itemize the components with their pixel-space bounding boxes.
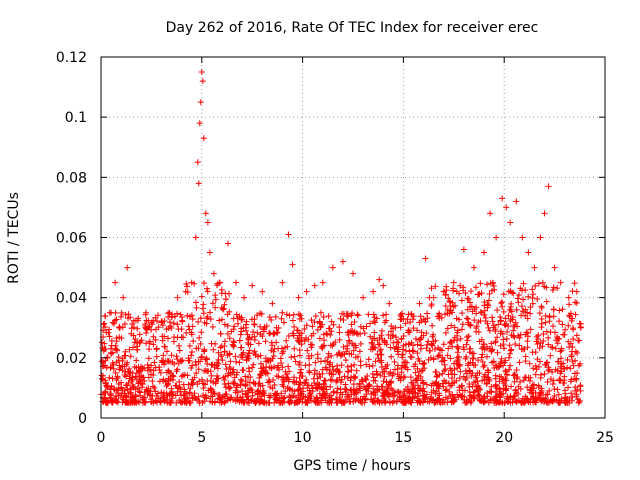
- data-point: [422, 255, 429, 262]
- data-point: [350, 270, 356, 277]
- data-point: [204, 219, 211, 226]
- data-point: [225, 240, 232, 247]
- data-point: [499, 195, 506, 202]
- data-point: [192, 234, 199, 241]
- data-point: [303, 288, 310, 295]
- data-point: [557, 279, 564, 286]
- data-point: [210, 270, 217, 277]
- y-tick-label: 0: [78, 411, 87, 427]
- data-point: [196, 120, 203, 127]
- data-point: [370, 288, 377, 295]
- y-tick-label: 0.06: [56, 231, 87, 247]
- data-point: [400, 342, 407, 349]
- data-point: [416, 300, 423, 307]
- data-point: [577, 324, 584, 331]
- data-point: [525, 249, 532, 256]
- data-point: [460, 246, 467, 253]
- data-point: [134, 339, 141, 346]
- data-point: [537, 234, 544, 241]
- data-point: [339, 258, 346, 265]
- data-point: [108, 309, 115, 316]
- data-point: [513, 198, 520, 205]
- data-point: [503, 204, 510, 211]
- data-point: [112, 279, 119, 286]
- x-axis-label: GPS time / hours: [293, 458, 410, 474]
- data-point: [380, 282, 387, 289]
- data-point: [249, 282, 256, 289]
- data-point: [470, 264, 477, 271]
- data-point: [531, 264, 538, 271]
- data-point: [289, 261, 296, 268]
- data-point: [295, 294, 302, 301]
- data-point: [197, 99, 204, 106]
- data-point: [507, 219, 514, 226]
- data-point: [206, 249, 213, 256]
- data-point: [487, 210, 494, 217]
- y-tick-label: 0.12: [56, 50, 87, 66]
- data-point: [142, 324, 149, 331]
- data-points: [98, 69, 584, 406]
- data-point: [386, 300, 393, 307]
- data-point: [565, 294, 572, 301]
- chart-title: Day 262 of 2016, Rate Of TEC Index for r…: [166, 20, 539, 36]
- y-tick-label: 0.08: [56, 170, 87, 186]
- data-point: [199, 78, 206, 85]
- data-point: [259, 288, 266, 295]
- y-axis-label: ROTI / TECUs: [6, 192, 22, 284]
- data-point: [519, 234, 526, 241]
- data-point: [120, 294, 127, 301]
- data-point: [319, 279, 326, 286]
- data-point: [408, 339, 415, 346]
- data-point: [198, 69, 205, 76]
- data-point: [194, 159, 201, 166]
- data-point: [150, 333, 157, 340]
- data-point: [430, 294, 437, 301]
- data-point: [174, 294, 181, 301]
- data-point: [195, 180, 202, 187]
- data-point: [166, 309, 173, 316]
- x-tick-label: 20: [495, 430, 513, 446]
- y-tick-label: 0.1: [65, 110, 87, 126]
- data-point: [440, 288, 447, 295]
- data-point: [450, 279, 457, 286]
- data-point: [573, 288, 580, 295]
- data-point: [481, 249, 488, 256]
- data-point: [202, 210, 209, 217]
- data-point: [124, 264, 131, 271]
- dense-point-cloud: [98, 279, 584, 406]
- data-point: [158, 318, 165, 325]
- data-point: [200, 135, 207, 142]
- data-point: [376, 276, 383, 283]
- data-point: [551, 264, 558, 271]
- data-point: [392, 324, 399, 331]
- x-tick-label: 10: [294, 430, 312, 446]
- axes: 0 5 10 15 20 25 0 0.02 0.04 0.06 0.08 0.1 0.12: [56, 50, 614, 446]
- data-point: [311, 282, 318, 289]
- grid-lines: [101, 57, 605, 418]
- x-tick-label: 5: [197, 430, 206, 446]
- data-point: [216, 279, 223, 286]
- data-point: [241, 294, 248, 301]
- data-point: [493, 234, 500, 241]
- data-point: [233, 279, 240, 286]
- x-tick-label: 0: [97, 430, 106, 446]
- data-point: [279, 279, 286, 286]
- data-point: [269, 300, 276, 307]
- data-point: [188, 279, 195, 286]
- data-point: [360, 294, 367, 301]
- x-tick-label: 15: [394, 430, 412, 446]
- data-point: [116, 324, 123, 331]
- x-tick-label: 25: [596, 430, 614, 446]
- y-tick-label: 0.02: [56, 351, 87, 367]
- data-point: [329, 264, 336, 271]
- y-tick-label: 0.04: [56, 291, 87, 307]
- data-point: [182, 288, 189, 295]
- data-point: [545, 183, 552, 190]
- data-point: [541, 210, 548, 217]
- data-point: [128, 330, 135, 337]
- data-point: [285, 231, 292, 238]
